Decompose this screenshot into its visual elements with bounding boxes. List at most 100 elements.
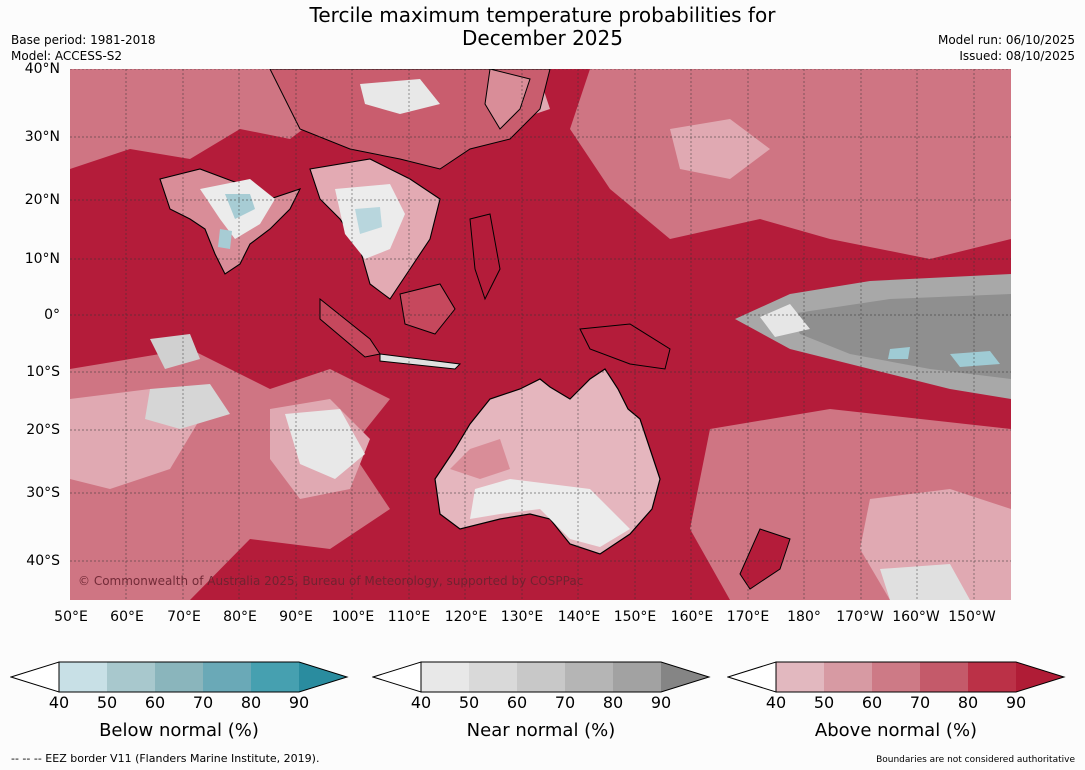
below-normal-swatch-3 [155, 662, 203, 692]
indian-ocean-near-normal-1 [150, 334, 200, 369]
near-normal-swatch-5 [613, 662, 661, 692]
near-tick-70: 70 [554, 693, 576, 712]
near-normal-swatch-1 [421, 662, 469, 692]
sumatra [319, 297, 381, 358]
below-normal-swatch-5 [251, 662, 299, 692]
below-normal-swatch-2 [107, 662, 155, 692]
near-normal-swatch-3 [517, 662, 565, 692]
below-normal-swatch-1 [59, 662, 107, 692]
java [379, 353, 462, 370]
above-normal-swatch-4 [920, 662, 968, 692]
title-line-1: Tercile maximum temperature probabilitie… [309, 3, 776, 27]
above-normal-swatch-5 [968, 662, 1016, 692]
above-normal-colorbar [727, 661, 1066, 693]
philippines [469, 213, 501, 301]
china-landmass [269, 69, 551, 170]
china-near-normal-patch [360, 79, 440, 114]
above-normal-swatch-1 [776, 662, 824, 692]
near-normal-upper-arrow [661, 662, 709, 692]
above-normal-title: Above normal (%) [814, 720, 978, 741]
above-normal-swatch-2 [824, 662, 872, 692]
lon-label-50e: 50°E [54, 609, 88, 625]
above-normal-swatch-3 [872, 662, 920, 692]
near-tick-80: 80 [602, 693, 624, 712]
japan [484, 69, 531, 130]
above-tick-50: 50 [813, 693, 835, 712]
near-tick-50: 50 [458, 693, 480, 712]
lat-label-40n: 40°N [24, 61, 60, 77]
lat-label-30n: 30°N [24, 129, 60, 145]
lat-label-20n: 20°N [24, 192, 60, 208]
lon-label-90e: 90°E [279, 609, 313, 625]
above-normal-upper-arrow [1016, 662, 1064, 692]
lon-label-110e: 110°E [387, 609, 431, 625]
below-tick-70: 70 [192, 693, 214, 712]
india-below-normal-2 [218, 229, 232, 249]
above-tick-60: 60 [861, 693, 883, 712]
below-tick-60: 60 [144, 693, 166, 712]
graticule [70, 69, 1011, 600]
eez-border-note: -- -- -- EEZ border V11 (Flanders Marine… [11, 752, 320, 765]
map-title: Tercile maximum temperature probabilitie… [0, 4, 1085, 50]
new-zealand [739, 528, 791, 590]
lon-label-100e: 100°E [331, 609, 375, 625]
base-period: Base period: 1981-2018 [11, 33, 156, 47]
lon-label-70e: 70°E [167, 609, 201, 625]
lat-label-0: 0° [44, 307, 60, 323]
lat-label-40s: 40°S [26, 553, 60, 569]
below-normal-title: Below normal (%) [99, 720, 259, 741]
lon-label-130e: 130°E [500, 609, 544, 625]
issued-date: Issued: 08/10/2025 [959, 49, 1075, 63]
near-normal-title: Near normal (%) [466, 720, 616, 741]
above-normal-lower-arrow [727, 661, 777, 693]
model-info: Base period: 1981-2018 Model: ACCESS-S2 [11, 32, 156, 64]
near-tick-90: 90 [650, 693, 672, 712]
title-line-2: December 2025 [462, 26, 623, 50]
lon-label-150e: 150°E [613, 609, 657, 625]
below-normal-swatch-4 [203, 662, 251, 692]
lon-label-150w: 150°W [948, 609, 996, 625]
lon-label-170e: 170°E [726, 609, 770, 625]
lon-label-140e: 140°E [557, 609, 601, 625]
near-normal-colorbar [372, 661, 711, 693]
below-tick-90: 90 [288, 693, 310, 712]
australia-near-normal-band [470, 479, 630, 547]
below-normal-colorbar [10, 661, 349, 693]
boundaries-disclaimer: Boundaries are not considered authoritat… [876, 755, 1075, 765]
lon-label-180: 180° [787, 609, 821, 625]
lat-label-10s: 10°S [26, 364, 60, 380]
near-normal-lower-arrow [372, 661, 422, 693]
lat-label-30s: 30°S [26, 485, 60, 501]
lat-label-20s: 20°S [26, 422, 60, 438]
probability-map [70, 69, 1011, 600]
near-normal-swatch-2 [469, 662, 517, 692]
lon-label-160w: 160°W [892, 609, 940, 625]
lon-label-160e: 160°E [670, 609, 714, 625]
below-normal-upper-arrow [299, 662, 347, 692]
below-normal-lower-arrow [10, 661, 60, 693]
southern-ocean-near-normal [880, 564, 970, 600]
indian-ocean-near-normal-2 [145, 384, 230, 429]
model-run: Model run: 06/10/2025 [937, 33, 1075, 47]
lon-label-80e: 80°E [223, 609, 257, 625]
new-guinea [579, 323, 671, 370]
lon-label-60e: 60°E [110, 609, 144, 625]
above-tick-90: 90 [1005, 693, 1027, 712]
borneo [399, 283, 456, 335]
above-tick-40: 40 [765, 693, 787, 712]
near-normal-swatch-4 [565, 662, 613, 692]
indian-ocean-near-normal-3 [285, 409, 365, 479]
model-name: Model: ACCESS-S2 [11, 49, 123, 63]
below-tick-80: 80 [240, 693, 262, 712]
lon-label-120e: 120°E [444, 609, 488, 625]
below-tick-50: 50 [96, 693, 118, 712]
pacific-below-normal-1 [888, 347, 910, 359]
lon-label-170w: 170°W [836, 609, 884, 625]
above-tick-70: 70 [909, 693, 931, 712]
near-tick-60: 60 [506, 693, 528, 712]
indochina-below-normal [355, 207, 382, 234]
run-info: Model run: 06/10/2025 Issued: 08/10/2025 [938, 32, 1075, 64]
near-tick-40: 40 [410, 693, 432, 712]
pacific-light-near-normal [760, 304, 810, 337]
lat-label-10n: 10°N [24, 251, 60, 267]
